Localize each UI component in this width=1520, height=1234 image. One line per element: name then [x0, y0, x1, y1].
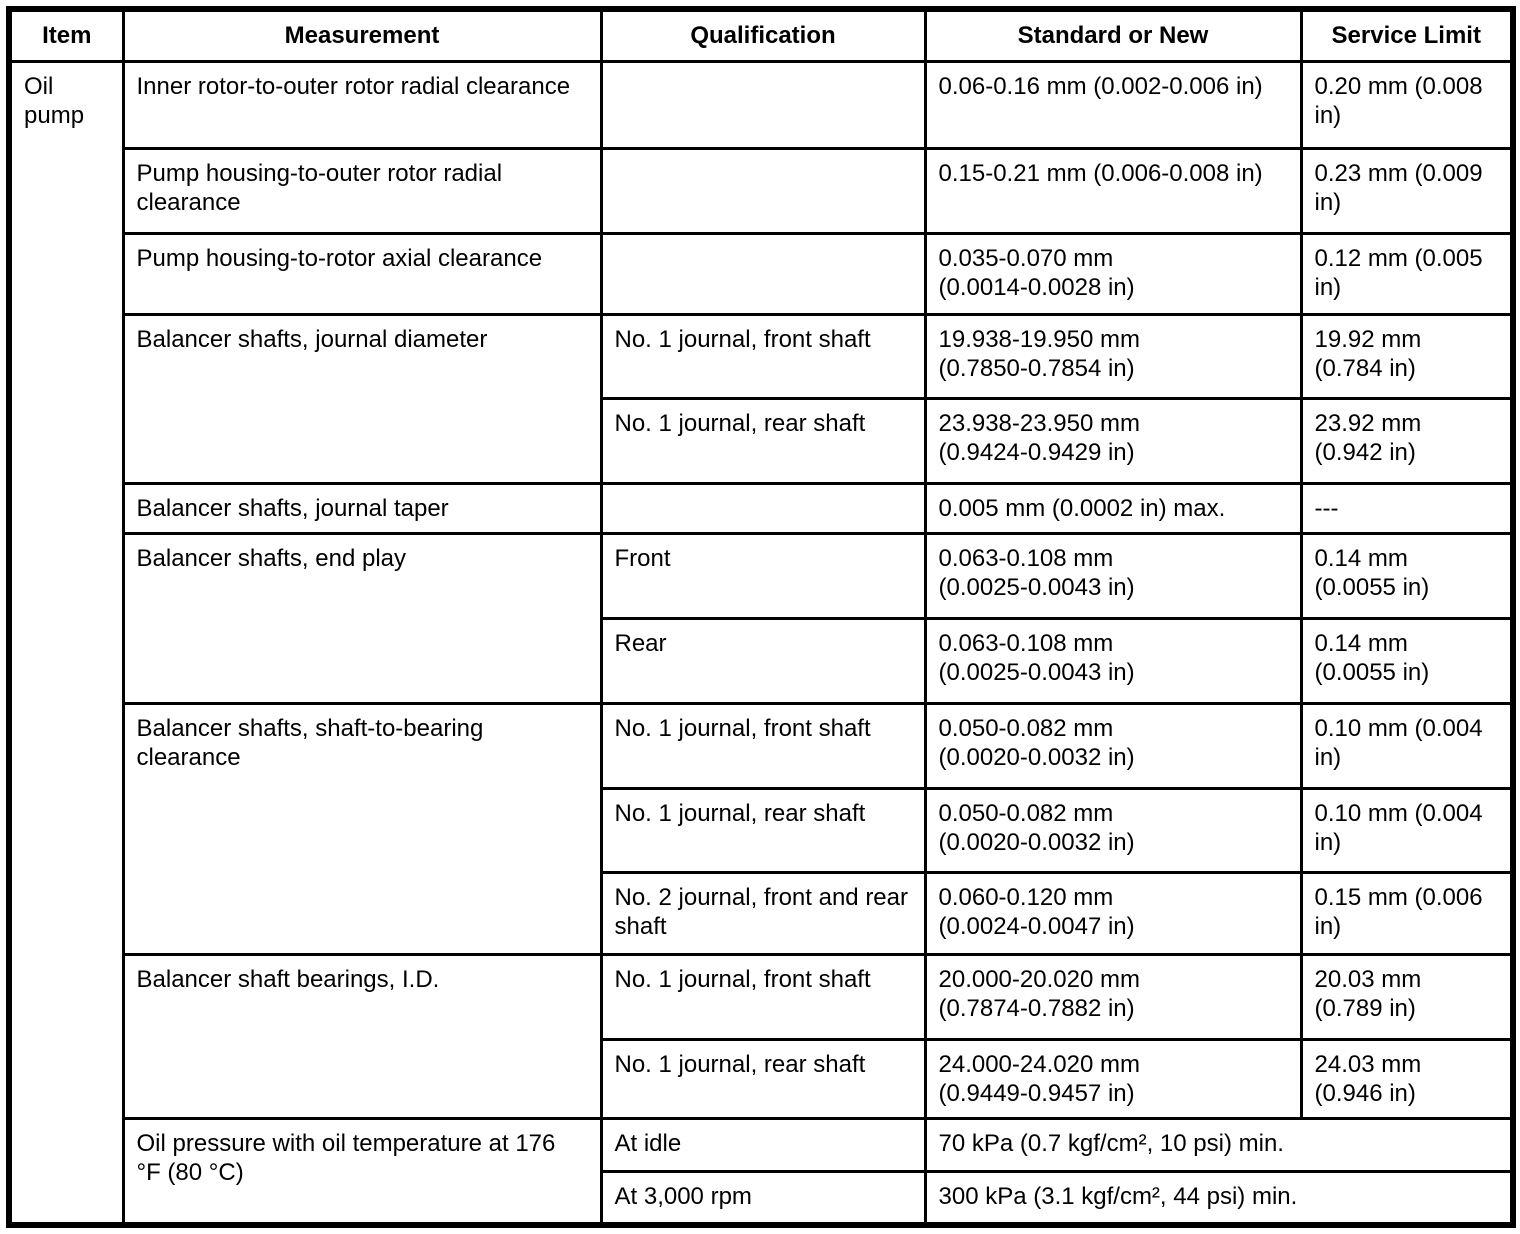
- cell-standard: 0.15-0.21 mm (0.006-0.008 in): [923, 146, 1303, 235]
- table-row: Balancer shafts, journal diameter No. 1 …: [9, 312, 1515, 485]
- cell-qualification: No. 1 journal, rear shaft: [599, 1037, 927, 1120]
- cell-measurement: Oil pressure with oil temperature at 176…: [121, 1116, 603, 1227]
- cell-service-limit: 0.14 mm (0.0055 in): [1299, 616, 1515, 705]
- table-row: At 3,000 rpm 300 kPa (3.1 kgf/cm², 44 ps…: [9, 1169, 1515, 1227]
- table-row: Balancer shaft bearings, I.D. No. 1 jour…: [9, 952, 1515, 1120]
- cell-service-limit: 0.12 mm (0.005 in): [1299, 231, 1515, 316]
- cell-service-limit: 0.10 mm (0.004 in): [1299, 701, 1515, 790]
- cell-qualification: No. 1 journal, front shaft: [599, 312, 927, 400]
- table-row: Balancer shafts, journal taper 0.005 mm …: [9, 481, 1515, 535]
- cell-standard: 0.005 mm (0.0002 in) max.: [923, 481, 1303, 535]
- cell-standard: 0.035-0.070 mm (0.0014-0.0028 in): [923, 231, 1303, 316]
- table-row: No. 2 journal, front and rear shaft 0.06…: [9, 870, 1515, 956]
- cell-qualification: [599, 481, 927, 535]
- cell-standard: 0.06-0.16 mm (0.002-0.006 in): [923, 59, 1303, 150]
- cell-qualification: No. 2 journal, front and rear shaft: [599, 870, 927, 956]
- cell-service-limit: 0.23 mm (0.009 in): [1299, 146, 1515, 235]
- table-row: Pump housing-to-outer rotor radial clear…: [9, 146, 1515, 235]
- cell-qualification: [599, 146, 927, 235]
- column-header-item: Item: [7, 7, 125, 63]
- table-row: No. 1 journal, rear shaft 23.938-23.950 …: [9, 396, 1515, 485]
- cell-service-limit: ---: [1299, 481, 1515, 535]
- cell-standard: 20.000-20.020 mm (0.7874-0.7882 in): [923, 952, 1303, 1041]
- cell-measurement: Pump housing-to-outer rotor radial clear…: [121, 146, 603, 235]
- cell-service-limit: 0.14 mm (0.0055 in): [1299, 531, 1515, 620]
- cell-item: Oil pump: [7, 59, 125, 1227]
- cell-standard: 0.060-0.120 mm (0.0024-0.0047 in): [923, 870, 1303, 956]
- cell-measurement: Balancer shafts, journal taper: [121, 481, 603, 535]
- cell-service-limit: 0.15 mm (0.006 in): [1299, 870, 1515, 956]
- table-row: Oil pump Inner rotor-to-outer rotor radi…: [7, 59, 1515, 1227]
- cell-measurement: Balancer shaft bearings, I.D.: [121, 952, 603, 1120]
- cell-qualification: Front: [599, 531, 927, 620]
- cell-qualification: No. 1 journal, rear shaft: [599, 396, 927, 485]
- cell-standard: 0.050-0.082 mm (0.0020-0.0032 in): [923, 701, 1303, 790]
- cell-qualification: At idle: [599, 1116, 927, 1173]
- table-row: Rear 0.063-0.108 mm (0.0025-0.0043 in) 0…: [9, 616, 1515, 705]
- cell-measurement: Inner rotor-to-outer rotor radial cleara…: [121, 59, 603, 150]
- column-header-qualification: Qualification: [599, 7, 927, 63]
- table-row: No. 1 journal, rear shaft 0.050-0.082 mm…: [9, 786, 1515, 874]
- cell-qualification: Rear: [599, 616, 927, 705]
- cell-standard: 19.938-19.950 mm (0.7850-0.7854 in): [923, 312, 1303, 400]
- cell-standard: 24.000-24.020 mm (0.9449-0.9457 in): [923, 1037, 1303, 1120]
- cell-qualification: At 3,000 rpm: [599, 1169, 927, 1227]
- cell-qualification: No. 1 journal, front shaft: [599, 701, 927, 790]
- column-header-standard-or-new: Standard or New: [923, 7, 1303, 63]
- cell-standard: 70 kPa (0.7 kgf/cm², 10 psi) min.: [923, 1116, 1515, 1173]
- cell-measurement: Balancer shafts, journal diameter: [121, 312, 603, 485]
- cell-standard: 0.063-0.108 mm (0.0025-0.0043 in): [923, 616, 1303, 705]
- table-row: Pump housing-to-rotor axial clearance 0.…: [9, 231, 1515, 316]
- table-row: Balancer shafts, shaft-to-bearing cleara…: [9, 701, 1515, 956]
- table-row: Oil pressure with oil temperature at 176…: [9, 1116, 1515, 1227]
- cell-qualification: [599, 231, 927, 316]
- cell-qualification: No. 1 journal, front shaft: [599, 952, 927, 1041]
- cell-standard: 23.938-23.950 mm (0.9424-0.9429 in): [923, 396, 1303, 485]
- cell-service-limit: 24.03 mm (0.946 in): [1299, 1037, 1515, 1120]
- cell-standard: 0.063-0.108 mm (0.0025-0.0043 in): [923, 531, 1303, 620]
- table-row: No. 1 journal, rear shaft 24.000-24.020 …: [9, 1037, 1515, 1120]
- column-header-measurement: Measurement: [121, 7, 603, 63]
- cell-service-limit: 20.03 mm (0.789 in): [1299, 952, 1515, 1041]
- cell-service-limit: 19.92 mm (0.784 in): [1299, 312, 1515, 400]
- cell-service-limit: 0.20 mm (0.008 in): [1299, 59, 1515, 150]
- cell-service-limit: 23.92 mm (0.942 in): [1299, 396, 1515, 485]
- cell-qualification: No. 1 journal, rear shaft: [599, 786, 927, 874]
- cell-measurement: Balancer shafts, end play: [121, 531, 603, 705]
- cell-measurement: Balancer shafts, shaft-to-bearing cleara…: [121, 701, 603, 956]
- cell-service-limit: 0.10 mm (0.004 in): [1299, 786, 1515, 874]
- cell-standard: 300 kPa (3.1 kgf/cm², 44 psi) min.: [923, 1169, 1515, 1227]
- column-header-service-limit: Service Limit: [1299, 7, 1515, 63]
- table-row: Balancer shafts, end play Front 0.063-0.…: [9, 531, 1515, 705]
- cell-qualification: [599, 59, 927, 150]
- cell-standard: 0.050-0.082 mm (0.0020-0.0032 in): [923, 786, 1303, 874]
- header-row: Item Measurement Qualification Standard …: [7, 7, 1515, 63]
- spec-table: Item Measurement Qualification Standard …: [6, 6, 1516, 1228]
- cell-measurement: Pump housing-to-rotor axial clearance: [121, 231, 603, 316]
